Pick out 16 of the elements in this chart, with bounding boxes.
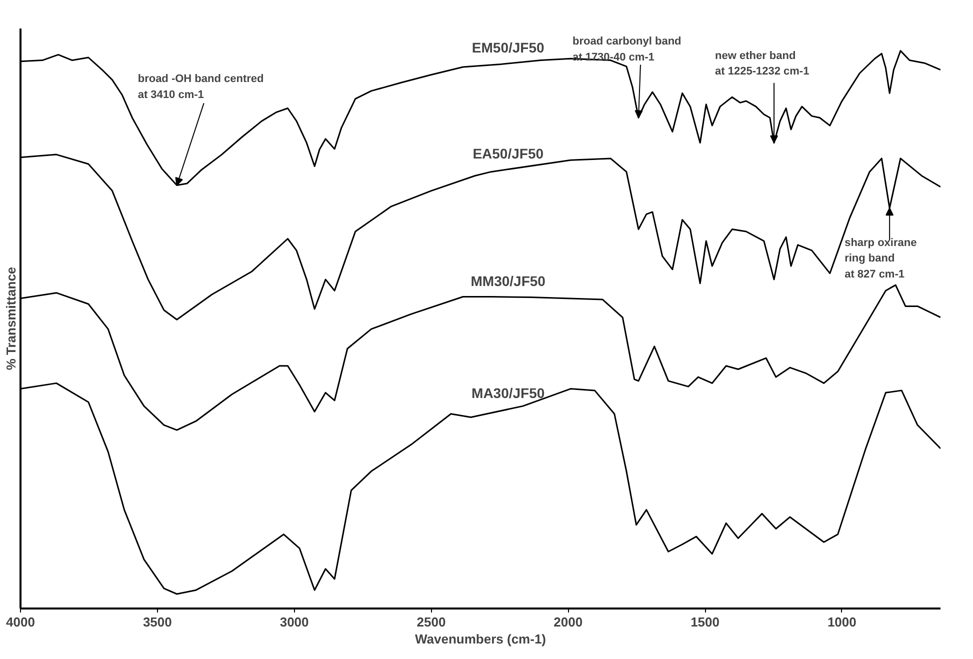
y-axis-title: % Transmittance <box>4 266 18 370</box>
x-tick-label: 3000 <box>280 614 309 630</box>
series-label: MA30/JF50 <box>472 385 545 402</box>
annotation: new ether band at 1225-1232 cm-1 <box>715 50 810 78</box>
series-label: MM30/JF50 <box>470 272 546 289</box>
annotation: broad -OH band centred at 3410 cm-1 <box>138 73 264 101</box>
x-tick-label: 1000 <box>827 614 856 630</box>
annotation: sharp oxirane ring band at 827 cm-1 <box>844 237 917 280</box>
x-tick-label: 2500 <box>416 614 446 630</box>
series-label: EM50/JF50 <box>472 39 544 56</box>
x-axis-title: Wavenumbers (cm-1) <box>415 632 546 646</box>
x-tick-label: 2000 <box>554 614 583 630</box>
x-tick-label: 1500 <box>690 614 720 630</box>
x-tick-label: 3500 <box>142 614 172 630</box>
x-tick-label: 4000 <box>6 614 35 630</box>
series-label: EA50/JF50 <box>472 145 544 162</box>
